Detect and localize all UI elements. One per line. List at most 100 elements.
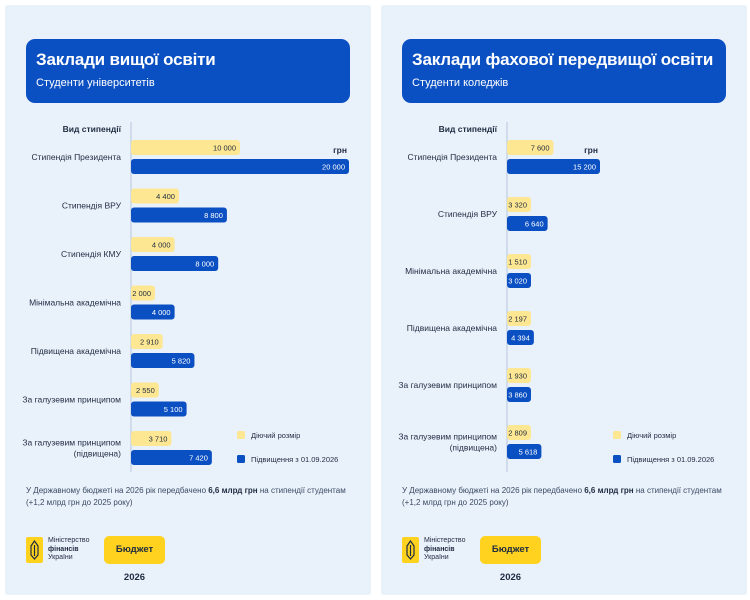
bar-current [131, 285, 155, 301]
category-label: (підвищена) [74, 449, 122, 459]
bar-current [507, 311, 531, 326]
bar-current [507, 140, 554, 155]
bar-current-label: 2 809 [508, 429, 527, 438]
ministry-logo-text: Міністерство фінансів України [48, 537, 98, 563]
legend-label-increase: Підвищення з 01.09.2026 [627, 455, 714, 464]
bar-increase [507, 216, 548, 231]
category-label: Підвищена академічна [407, 323, 498, 333]
bar-current-label: 7 600 [531, 144, 550, 153]
category-label: Стипендія ВРУ [438, 209, 498, 219]
unit-label: грн [584, 145, 598, 155]
bar-current-label: 2 910 [140, 338, 159, 347]
bar-increase [131, 353, 195, 368]
ministry-logo-text: Міністерство фінансів України [424, 537, 474, 563]
unit-label: грн [333, 145, 347, 155]
bar-increase-label: 3 020 [508, 277, 527, 286]
bar-increase-label: 4 394 [511, 334, 530, 343]
note-amount: 6,6 млрд грн [208, 486, 258, 495]
bar-increase [507, 330, 534, 345]
bar-increase-label: 20 000 [322, 163, 345, 172]
logo-line: фінансів [48, 545, 79, 553]
panel-title: Заклади вищої освіти [36, 50, 216, 69]
panel-subtitle: Студенти університетів [36, 77, 155, 89]
bar-increase-label: 8 800 [204, 211, 223, 220]
bar-increase [507, 159, 600, 174]
bar-increase-label: 5 820 [172, 357, 191, 366]
legend-label-current: Діючий розмір [251, 431, 300, 440]
legend-label-increase: Підвищення з 01.09.2026 [251, 455, 338, 464]
bar-current [131, 237, 175, 252]
category-label: За галузевим принципом [22, 395, 121, 405]
budget-note: У Державному бюджеті на 2026 рік передба… [26, 485, 356, 509]
bar-current-label: 1 510 [508, 258, 527, 267]
panel-higher-education: Заклади вищої освіти Студенти університе… [5, 5, 371, 595]
bar-increase-label: 15 200 [573, 163, 596, 172]
axis-title: Вид стипендії [439, 124, 498, 134]
panel-header: Заклади вищої освіти Студенти університе… [26, 39, 350, 103]
bar-increase [507, 273, 531, 288]
bar-current-label: 2 550 [136, 386, 155, 395]
panel-vocational-education: Заклади фахової передвищої освіти Студен… [381, 5, 747, 595]
bar-increase-label: 5 100 [164, 405, 183, 414]
budget-2026-badge: Бюджет 2026 [480, 536, 541, 583]
legend-swatch-increase [613, 455, 621, 463]
bar-current [131, 140, 240, 155]
category-label: Мінімальна академічна [29, 298, 121, 308]
bar-increase [507, 444, 542, 459]
ministry-emblem-icon [26, 537, 43, 563]
bar-increase-label: 8 000 [195, 260, 214, 269]
bar-increase-label: 7 420 [189, 454, 208, 463]
bar-increase-label: 5 618 [519, 448, 538, 457]
budget-2026-badge: Бюджет 2026 [104, 536, 165, 583]
category-label: Стипендія КМУ [61, 249, 122, 259]
bar-increase [131, 304, 175, 320]
note-text-start: У Державному бюджеті на 2026 рік передба… [402, 486, 585, 495]
logo-line: України [424, 554, 449, 561]
note-amount: 6,6 млрд грн [584, 486, 634, 495]
bar-increase [507, 387, 531, 402]
category-label: За галузевим принципом [22, 438, 121, 448]
axis-title: Вид стипендії [63, 124, 122, 134]
footer: Міністерство фінансів України Бюджет 202… [402, 535, 732, 583]
note-text-end: на стипендії студентам (+1,2 млрд грн до… [402, 486, 722, 507]
bar-increase [131, 450, 212, 465]
logo-line: фінансів [424, 545, 455, 553]
ministry-emblem-icon [402, 537, 419, 563]
bar-increase [131, 401, 187, 417]
category-label: (підвищена) [450, 443, 498, 453]
bar-increase [131, 207, 227, 223]
bar-current-label: 4 000 [152, 241, 171, 250]
category-label: Мінімальна академічна [405, 266, 497, 276]
bar-current-label: 1 930 [508, 372, 527, 381]
category-label: Стипендія Президента [407, 152, 497, 162]
footer: Міністерство фінансів України Бюджет 202… [26, 535, 356, 583]
bar-increase [131, 256, 219, 271]
note-text-end: на стипендії студентам (+1,2 млрд грн до… [26, 486, 346, 507]
bar-current-label: 4 400 [156, 192, 175, 201]
bar-increase-label: 3 860 [508, 391, 527, 400]
bar-current [131, 382, 159, 398]
category-label: Підвищена академічна [31, 346, 122, 356]
category-label: Стипендія ВРУ [62, 201, 122, 211]
panel-header: Заклади фахової передвищої освіти Студен… [402, 39, 726, 103]
legend-swatch-current [613, 431, 621, 439]
legend-swatch-current [237, 431, 245, 439]
category-label: За галузевим принципом [398, 432, 497, 442]
panel-title: Заклади фахової передвищої освіти [412, 50, 714, 69]
logo-line: Міністерство [424, 537, 466, 544]
bar-current-label: 3 320 [508, 201, 527, 210]
scholarship-chart-universities: Вид стипендії грн 10 000 20 000 Стипендія Пр… [22, 122, 349, 472]
category-label: Стипендія Президента [31, 152, 121, 162]
bar-current [507, 425, 531, 440]
logo-line: України [48, 554, 73, 561]
bar-increase-label: 6 640 [525, 220, 544, 229]
bar-current [507, 368, 531, 383]
bar-current-label: 2 197 [508, 315, 527, 324]
bar-current [507, 197, 531, 212]
note-text-start: У Державному бюджеті на 2026 рік передба… [26, 486, 209, 495]
category-label: За галузевим принципом [398, 380, 497, 390]
bar-current-label: 3 710 [149, 435, 168, 444]
bar-increase-label: 4 000 [152, 308, 171, 317]
bar-current [131, 334, 163, 349]
bar-current-label: 2 000 [132, 289, 151, 298]
